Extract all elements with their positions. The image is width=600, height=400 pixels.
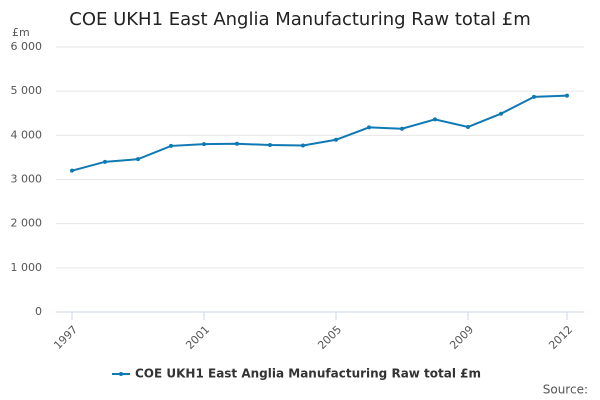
legend-label: COE UKH1 East Anglia Manufacturing Raw t… bbox=[135, 367, 481, 381]
x-tick-label: 2001 bbox=[183, 323, 212, 352]
source-label: Source: bbox=[543, 383, 588, 397]
y-tick-label: 3 000 bbox=[11, 173, 43, 186]
point bbox=[367, 125, 371, 130]
series-line bbox=[71, 94, 568, 172]
chart-title: COE UKH1 East Anglia Manufacturing Raw t… bbox=[69, 9, 531, 30]
point bbox=[169, 143, 173, 148]
y-tick-label: 0 bbox=[35, 305, 42, 318]
point bbox=[532, 94, 536, 99]
y-tick-label: 1 000 bbox=[11, 261, 43, 274]
y-tick-label: 2 000 bbox=[11, 217, 43, 230]
point bbox=[136, 157, 140, 162]
point bbox=[70, 168, 74, 173]
point bbox=[103, 159, 107, 164]
point bbox=[334, 137, 338, 142]
legend-marker bbox=[119, 372, 123, 376]
point bbox=[400, 126, 404, 131]
x-tick-label: 1997 bbox=[51, 323, 80, 352]
point bbox=[466, 124, 470, 129]
point bbox=[565, 93, 569, 98]
point bbox=[202, 142, 206, 147]
point bbox=[433, 117, 437, 122]
y-tick-label: 4 000 bbox=[11, 128, 43, 141]
point bbox=[268, 143, 272, 148]
y-unit-label: £m bbox=[12, 26, 30, 39]
y-tick-label: 5 000 bbox=[11, 84, 43, 97]
x-tick-label: 2012 bbox=[546, 323, 575, 352]
y-tick-label: 6 000 bbox=[11, 40, 43, 53]
point bbox=[499, 111, 503, 116]
x-tick-label: 2009 bbox=[447, 323, 476, 352]
point bbox=[235, 141, 239, 146]
point bbox=[301, 143, 305, 148]
x-tick-label: 2005 bbox=[315, 323, 344, 352]
